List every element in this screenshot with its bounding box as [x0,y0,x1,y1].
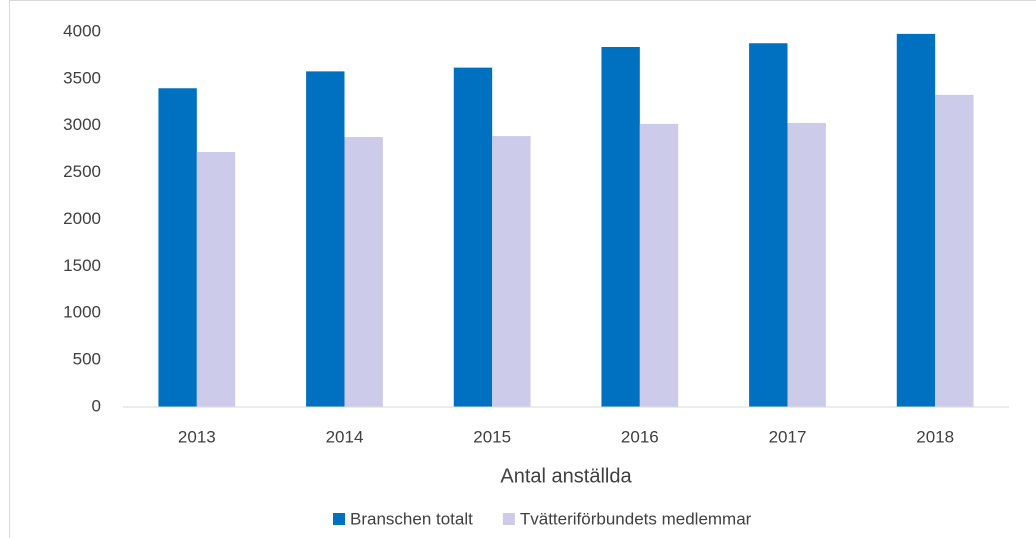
bar [492,136,531,407]
bar [749,43,788,407]
x-tick-label: 2018 [916,427,954,446]
y-tick-label: 1500 [63,256,101,275]
y-tick-label: 0 [92,396,101,415]
legend-label: Tvätteriförbundets medlemmar [520,509,752,528]
y-tick-label: 4000 [63,21,101,40]
x-axis-label: Antal anställda [500,465,632,487]
legend-label: Branschen totalt [350,509,473,528]
y-tick-label: 1000 [63,303,101,322]
bar [639,123,679,407]
y-tick-label: 500 [73,350,101,369]
x-tick-label: 2013 [178,427,216,446]
y-tick-label: 2500 [63,162,101,181]
bar [453,67,493,407]
x-tick-label: 2014 [326,427,364,446]
bar [787,122,826,407]
bar [196,152,236,407]
bar [306,71,345,407]
y-tick-label: 2000 [63,209,101,228]
legend-swatch [333,513,345,525]
x-tick-label: 2015 [473,427,511,446]
y-tick-label: 3000 [63,115,101,134]
bar [344,137,383,407]
x-tick-label: 2016 [621,427,659,446]
y-tick-label: 3500 [63,68,101,87]
x-tick-label: 2017 [769,427,807,446]
bar [158,88,197,407]
legend-swatch [502,513,515,525]
bar [935,94,974,407]
bar [896,33,936,407]
bar [601,47,640,407]
chart-border [9,0,1036,538]
